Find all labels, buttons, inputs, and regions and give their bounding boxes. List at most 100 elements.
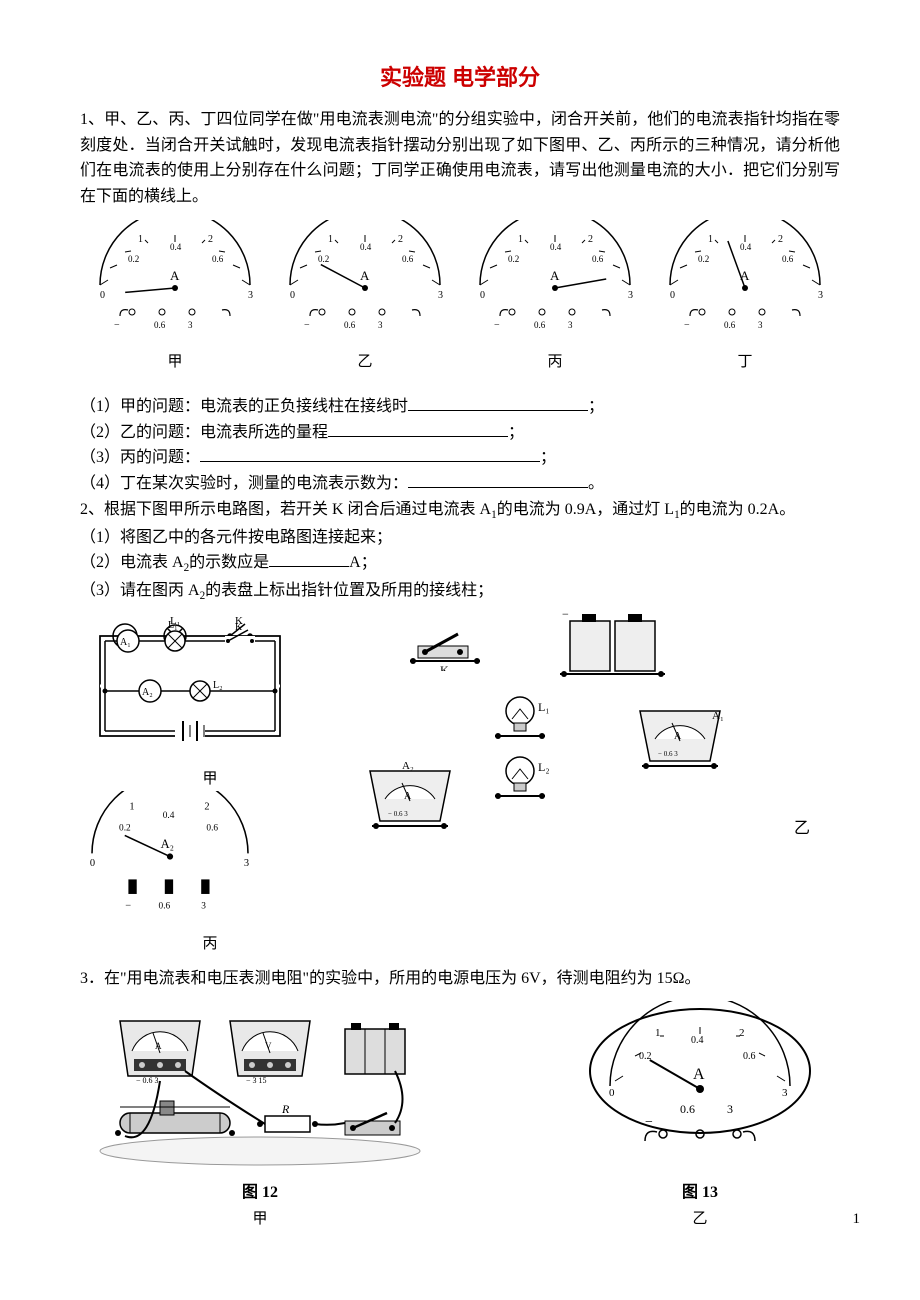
caption-yi2: 乙: [794, 816, 810, 842]
svg-text:−: −: [494, 320, 500, 331]
q2-intro: 2、根据下图甲所示电路图，若开关 K 闭合后通过电流表 A1的电流为 0.9A，…: [80, 497, 840, 525]
blank[interactable]: [328, 420, 508, 437]
svg-text:3: 3: [188, 320, 193, 330]
page-number: 1: [853, 1207, 861, 1231]
svg-text:A₁: A₁: [712, 710, 724, 722]
ammeter-bing: 01 23 0.20.4 0.6 A − 0.6 3 丙: [470, 220, 640, 375]
q2-figures: A₁ L₁ K: [80, 616, 840, 955]
caption-bing: 丙: [470, 350, 640, 374]
svg-text:0.6: 0.6: [680, 1102, 695, 1116]
q2-components-yi: K − L₁ L₂: [340, 616, 840, 876]
caption-yi3: 乙: [560, 1207, 840, 1231]
q1-sub1-text: （1）甲的问题：电流表的正负接线柱在接线时: [80, 398, 408, 415]
caption-jia: 甲: [90, 350, 260, 374]
svg-text:3: 3: [568, 320, 573, 330]
svg-text:−: −: [645, 1115, 653, 1130]
svg-text:V: V: [265, 1041, 272, 1051]
svg-text:3: 3: [378, 320, 383, 330]
svg-text:1: 1: [655, 1027, 661, 1039]
caption-bing2: 丙: [80, 932, 340, 956]
svg-text:2: 2: [588, 234, 593, 245]
svg-text:A: A: [404, 791, 412, 802]
svg-text:3: 3: [438, 290, 443, 301]
blank[interactable]: [408, 394, 588, 411]
svg-text:3: 3: [818, 290, 823, 301]
svg-text:−: −: [684, 320, 690, 331]
q2-sub2: （2）电流表 A2的示数应是A；: [80, 550, 840, 578]
svg-text:K: K: [440, 663, 449, 671]
q1-sub3: （3）丙的问题：；: [80, 445, 840, 471]
svg-text:L₁: L₁: [168, 620, 178, 631]
svg-text:1: 1: [138, 234, 143, 245]
svg-text:A: A: [550, 268, 560, 283]
svg-text:0: 0: [670, 290, 675, 301]
svg-text:1: 1: [708, 234, 713, 245]
scale-label: 0: [100, 290, 105, 301]
q2-text-b: 的电流为 0.9A，通过灯 L: [497, 501, 674, 518]
svg-text:2: 2: [398, 234, 403, 245]
blank[interactable]: [200, 445, 540, 462]
q1-ammeters-row: 0 1 2 3 0.2 0.4 0.6 A − 0.6 3: [80, 220, 840, 375]
component-battery: −: [560, 606, 670, 681]
svg-text:0.2: 0.2: [119, 824, 131, 834]
svg-text:0.6: 0.6: [344, 320, 356, 330]
svg-text:0.4: 0.4: [163, 811, 175, 821]
blank[interactable]: [269, 550, 349, 567]
ammeter-jia: 0 1 2 3 0.2 0.4 0.6 A − 0.6 3: [90, 220, 260, 375]
svg-text:3: 3: [201, 902, 206, 912]
svg-text:3: 3: [758, 320, 763, 330]
svg-text:A₂: A₂: [402, 761, 414, 772]
svg-text:0.6: 0.6: [402, 254, 414, 264]
ammeter-yi: 01 23 0.20.4 0.6 A − 0.6 3 乙: [280, 220, 450, 375]
svg-text:A: A: [155, 1041, 162, 1051]
svg-text:0.2: 0.2: [128, 254, 139, 264]
svg-text:A: A: [674, 731, 682, 742]
q1-sub2-text: （2）乙的问题：电流表所选的量程: [80, 424, 328, 441]
svg-text:3: 3: [727, 1102, 733, 1116]
q1-sub4: （4）丁在某次实验时，测量的电流表示数为：。: [80, 471, 840, 497]
component-bulb-l2: L₂: [490, 751, 570, 806]
svg-text:L₂: L₂: [538, 760, 550, 774]
svg-text:0.2: 0.2: [508, 254, 519, 264]
q1-sub3-text: （3）丙的问题：: [80, 449, 200, 466]
svg-text:3: 3: [244, 858, 249, 869]
svg-text:0.6: 0.6: [212, 254, 224, 264]
q3-figure-jia: A − 0.6 3 V − 3 15: [80, 1001, 440, 1231]
svg-text:A: A: [740, 268, 750, 283]
svg-text:L₂: L₂: [213, 680, 223, 691]
svg-text:0: 0: [90, 858, 95, 869]
circuit-jia: A₁ L₁ K: [80, 616, 300, 756]
q2-text-a: 2、根据下图甲所示电路图，若开关 K 闭合后通过电流表 A: [80, 501, 491, 518]
q2-sub2c: A；: [349, 554, 377, 571]
caption-tu13: 图 13: [560, 1180, 840, 1206]
svg-text:0.6: 0.6: [206, 824, 218, 834]
svg-text:0.4: 0.4: [170, 242, 182, 252]
component-switch: K: [400, 616, 490, 671]
svg-text:3: 3: [248, 290, 253, 301]
svg-text:0.6: 0.6: [159, 902, 171, 912]
svg-text:0: 0: [290, 290, 295, 301]
q3-intro: 3．在"用电流表和电压表测电阻"的实验中，所用的电源电压为 6V，待测电阻约为 …: [80, 966, 840, 992]
svg-text:1: 1: [328, 234, 333, 245]
blank[interactable]: [408, 471, 588, 488]
q2-sub2b: 的示数应是: [189, 554, 269, 571]
svg-text:2: 2: [208, 234, 213, 245]
svg-text:0.4: 0.4: [691, 1035, 704, 1046]
svg-text:1: 1: [129, 802, 134, 813]
q1-intro: 1、甲、乙、丙、丁四位同学在做"用电流表测电流"的分组实验中，闭合开关前，他们的…: [80, 107, 840, 209]
svg-text:0.4: 0.4: [550, 242, 562, 252]
svg-text:0.2: 0.2: [318, 254, 329, 264]
component-ammeter-a1: A − 0.6 3 A₁: [630, 701, 730, 781]
svg-text:3: 3: [782, 1087, 788, 1099]
svg-text:1: 1: [518, 234, 523, 245]
q2-sub3b: 的表盘上标出指针位置及所用的接线柱；: [205, 582, 493, 599]
svg-text:−: −: [562, 607, 569, 621]
svg-text:L₁: L₁: [538, 700, 550, 714]
svg-text:0.6: 0.6: [724, 320, 736, 330]
q2-sub2a: （2）电流表 A: [80, 554, 184, 571]
svg-text:A₂: A₂: [142, 687, 153, 698]
unit-label: A: [170, 268, 180, 283]
caption-jia2: 甲: [80, 767, 340, 791]
svg-text:A₁: A₁: [120, 637, 131, 648]
component-ammeter-a2: A − 0.6 3 A₂: [360, 761, 460, 841]
